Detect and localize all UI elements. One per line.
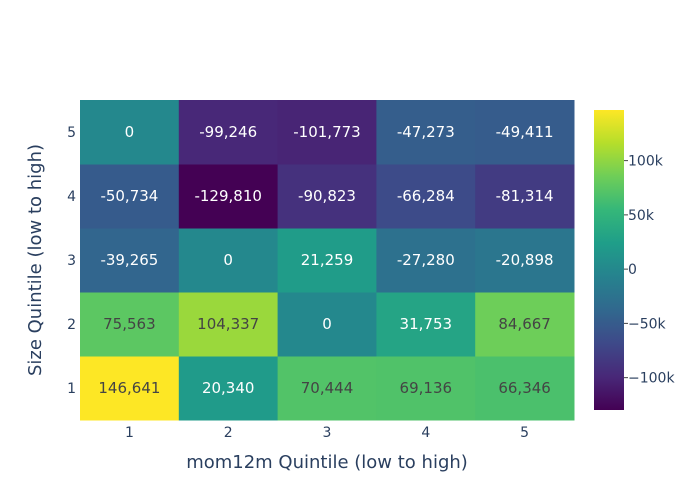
heatmap-cell	[178, 292, 279, 357]
heatmap-cell	[376, 228, 476, 293]
cell-value-label: 0	[223, 251, 233, 269]
x-tick-label: 2	[224, 425, 233, 441]
heatmap-cell	[376, 292, 476, 357]
heatmap-cell	[80, 292, 180, 357]
cell-value-label: 21,259	[301, 251, 354, 269]
heatmap-cell	[376, 356, 476, 421]
heatmap-cell	[277, 228, 377, 293]
cell-value-label: -66,284	[397, 187, 455, 205]
colorbar	[594, 110, 624, 410]
heatmap-cell	[475, 356, 575, 421]
cell-value-label: -39,265	[100, 251, 158, 269]
heatmap-cell	[475, 228, 575, 293]
cell-value-label: -81,314	[496, 187, 554, 205]
cell-value-label: 31,753	[400, 315, 453, 333]
heatmap-cell	[178, 164, 279, 229]
cell-value-label: 69,136	[400, 379, 453, 397]
cell-value-label: -90,823	[298, 187, 356, 205]
x-tick-label: 3	[323, 425, 332, 441]
y-tick-label: 1	[67, 381, 76, 397]
heatmap-cell	[80, 356, 180, 421]
heatmap-cell	[178, 228, 279, 293]
colorbar-tick-label: 50k	[628, 208, 655, 224]
heatmap-cell	[376, 164, 476, 229]
cell-value-label: 104,337	[197, 315, 259, 333]
cell-value-label: 70,444	[301, 379, 354, 397]
heatmap-cells	[80, 100, 575, 421]
colorbar-tick-label: −50k	[628, 316, 667, 332]
heatmap-cell	[277, 356, 377, 421]
heatmap-cell	[277, 100, 377, 165]
cell-value-label: 75,563	[103, 315, 156, 333]
heatmap-cell-labels: 146,641 20,340 70,444 69,136 66,346 75,563 104…	[98, 123, 553, 397]
cell-value-label: 0	[125, 123, 135, 141]
heatmap-cell	[80, 100, 180, 165]
cell-value-label: -20,898	[496, 251, 554, 269]
cell-value-label: -99,246	[199, 123, 257, 141]
heatmap-cell	[178, 356, 279, 421]
y-axis-ticks: 1 2 3 4 5	[67, 125, 76, 397]
colorbar-tick-label: 100k	[628, 154, 664, 170]
heatmap-cell	[80, 228, 180, 293]
y-tick-label: 4	[67, 189, 76, 205]
cell-value-label: -49,411	[496, 123, 554, 141]
colorbar-ticks: 100k 50k 0 −50k −100k	[624, 154, 675, 387]
heatmap-cell	[475, 292, 575, 357]
heatmap-cell	[277, 292, 377, 357]
y-tick-label: 3	[67, 253, 76, 269]
cell-value-label: -101,773	[293, 123, 360, 141]
cell-value-label: 0	[322, 315, 332, 333]
x-tick-label: 5	[520, 425, 529, 441]
heatmap-cell	[178, 100, 279, 165]
heatmap-cell	[277, 164, 377, 229]
cell-value-label: -27,280	[397, 251, 455, 269]
cell-value-label: 84,667	[498, 315, 551, 333]
x-tick-label: 4	[421, 425, 430, 441]
heatmap-cell	[475, 100, 575, 165]
cell-value-label: 20,340	[202, 379, 255, 397]
cell-value-label: -129,810	[194, 187, 261, 205]
x-tick-label: 1	[125, 425, 134, 441]
x-axis-title: mom12m Quintile (low to high)	[186, 452, 468, 473]
cell-value-label: -47,273	[397, 123, 455, 141]
x-axis-ticks: 1 2 3 4 5	[125, 425, 529, 441]
colorbar-tick-label: 0	[628, 262, 637, 278]
y-tick-label: 2	[67, 317, 76, 333]
cell-value-label: -50,734	[100, 187, 158, 205]
colorbar-tick-label: −100k	[628, 371, 675, 387]
heatmap-cell	[475, 164, 575, 229]
heatmap-cell	[376, 100, 476, 165]
y-axis-title: Size Quintile (low to high)	[25, 144, 46, 376]
y-tick-label: 5	[67, 125, 76, 141]
cell-value-label: 66,346	[498, 379, 551, 397]
heatmap-cell	[80, 164, 180, 229]
cell-value-label: 146,641	[98, 379, 160, 397]
